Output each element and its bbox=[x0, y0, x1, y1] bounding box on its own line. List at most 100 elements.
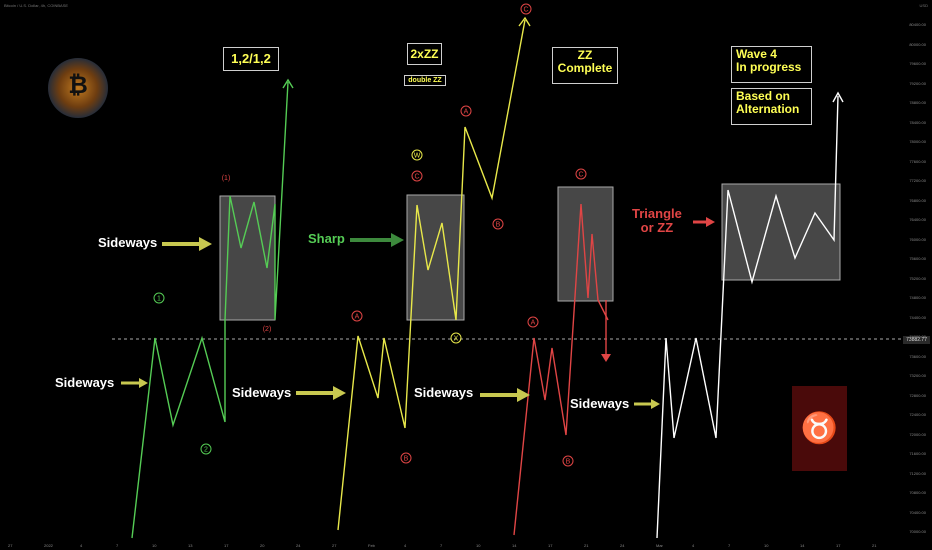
x-tick-label: 4 bbox=[404, 543, 407, 548]
wave-label-gp1: (1) bbox=[222, 175, 231, 182]
x-tick-label: 10 bbox=[764, 543, 769, 548]
range-box-1 bbox=[219, 195, 276, 321]
label-box-2xzz: 2xZZ bbox=[407, 43, 442, 65]
wave-label-yC: C bbox=[414, 174, 419, 181]
y-tick-label: 77600.00 bbox=[909, 158, 926, 164]
x-tick-label: 17 bbox=[224, 543, 229, 548]
x-tick-label: 10 bbox=[152, 543, 157, 548]
x-tick-label: 14 bbox=[800, 543, 805, 548]
x-tick-label: 7 bbox=[116, 543, 119, 548]
label-box-alternation: Based on Alternation bbox=[731, 88, 812, 125]
wave-label-rC: C bbox=[578, 172, 583, 179]
x-tick-label: 27 bbox=[332, 543, 337, 548]
y-tick-label: 78000.00 bbox=[909, 139, 926, 144]
y-tick-label: 74800.00 bbox=[909, 295, 926, 300]
current-price-tag: 73882.77 bbox=[903, 336, 930, 344]
y-tick-label: 73600.00 bbox=[909, 353, 926, 359]
yellow-arrow-head bbox=[518, 16, 531, 27]
text-sideways-1: Sideways bbox=[55, 375, 115, 390]
wave-label-gp2: (2) bbox=[263, 326, 272, 333]
x-tick-label: 7 bbox=[440, 543, 443, 548]
x-tick-label: 17 bbox=[836, 543, 841, 548]
y-tick-label: 72800.00 bbox=[909, 392, 926, 398]
x-tick-label: 14 bbox=[512, 543, 517, 548]
red-down-arrow-head bbox=[601, 354, 611, 362]
text-sideways-3: Sideways bbox=[232, 385, 292, 400]
y-tick-label: 78400.00 bbox=[909, 119, 926, 125]
label-box-12-12: 1,2/1,2 bbox=[223, 47, 279, 71]
arrow-sharp bbox=[350, 233, 404, 247]
y-tick-label: 70800.00 bbox=[909, 490, 926, 495]
arrow-triangle bbox=[693, 217, 715, 227]
yellow-wave-line bbox=[337, 19, 526, 531]
y-tick-label: 76400.00 bbox=[909, 217, 926, 222]
x-tick-label: 10 bbox=[476, 543, 481, 548]
y-tick-label: 79600.00 bbox=[909, 61, 926, 66]
x-tick-label: 27 bbox=[8, 543, 13, 548]
x-tick-label: Feb bbox=[368, 543, 375, 548]
arrow-sideways-4 bbox=[480, 388, 530, 402]
y-tick-label: 71600.00 bbox=[909, 451, 926, 456]
arrow-sideways-2 bbox=[162, 237, 212, 251]
currency-label: USD bbox=[919, 3, 928, 8]
y-tick-label: 71200.00 bbox=[909, 470, 926, 476]
y-tick-label: 77200.00 bbox=[909, 178, 926, 183]
text-sideways-2: Sideways bbox=[98, 235, 158, 250]
green-arrow-head bbox=[282, 78, 294, 89]
x-tick-label: 4 bbox=[692, 543, 695, 548]
text-sideways-5: Sideways bbox=[570, 396, 630, 411]
wave-label-g2: 2 bbox=[204, 447, 208, 454]
y-tick-label: 80000.00 bbox=[909, 41, 926, 47]
x-tick-label: 24 bbox=[296, 543, 301, 548]
text-sideways-4: Sideways bbox=[414, 385, 474, 400]
arrow-sideways-5 bbox=[634, 399, 660, 409]
label-box-zz-complete: ZZ Complete bbox=[552, 47, 618, 84]
y-tick-label: 76000.00 bbox=[909, 236, 926, 242]
y-tick-label: 75200.00 bbox=[909, 275, 926, 281]
red-wave-line bbox=[513, 203, 609, 536]
y-tick-label: 70400.00 bbox=[909, 509, 926, 515]
range-box-4 bbox=[721, 183, 841, 281]
y-tick-label: 74400.00 bbox=[909, 314, 926, 320]
range-box-2 bbox=[406, 194, 465, 321]
wave-label-yW: W bbox=[414, 153, 421, 160]
y-tick-label: 75600.00 bbox=[909, 256, 926, 261]
x-tick-label: 24 bbox=[620, 543, 625, 548]
y-tick-label: 80400.00 bbox=[909, 22, 926, 27]
wave-label-g1: 1 bbox=[157, 296, 161, 303]
label-box-double-zz: double ZZ bbox=[404, 75, 446, 86]
wave-label-yB: B bbox=[404, 456, 409, 463]
x-tick-label: 7 bbox=[728, 543, 731, 548]
x-tick-label: 13 bbox=[188, 543, 193, 548]
x-tick-label: Mar bbox=[656, 543, 663, 548]
y-tick-label: 73200.00 bbox=[909, 373, 926, 378]
y-tick-label: 72400.00 bbox=[909, 412, 926, 417]
bull-avatar-icon: ♉ bbox=[792, 386, 847, 471]
x-tick-label: 17 bbox=[548, 543, 553, 548]
y-tick-label: 74000.00 bbox=[909, 334, 926, 339]
wave-label-yA: A bbox=[355, 314, 360, 321]
green-wave-line bbox=[131, 81, 289, 539]
x-tick-label: 2022 bbox=[44, 543, 53, 548]
wave-label-yB2: B bbox=[496, 222, 501, 229]
label-box-wave4: Wave 4 In progress bbox=[731, 46, 812, 83]
x-tick-label: 21 bbox=[584, 543, 589, 548]
wave-label-yA2: A bbox=[464, 109, 469, 116]
x-tick-label: 21 bbox=[872, 543, 877, 548]
y-tick-label: 76800.00 bbox=[909, 197, 926, 203]
white-arrow-head bbox=[832, 91, 844, 103]
y-tick-label: 78800.00 bbox=[909, 100, 926, 105]
y-tick-label: 72000.00 bbox=[909, 431, 926, 437]
symbol-title: Bitcoin / U.S. Dollar, 4h, COINBASE bbox=[4, 3, 69, 8]
x-tick-label: 20 bbox=[260, 543, 265, 548]
text-triangle-or-zz: Triangle or ZZ bbox=[632, 206, 682, 236]
y-tick-label: 70000.00 bbox=[909, 529, 926, 534]
arrow-sideways-3 bbox=[296, 386, 346, 400]
y-tick-label: 79200.00 bbox=[909, 80, 926, 86]
wave-label-yX: X bbox=[454, 336, 459, 343]
wave-label-rA: A bbox=[531, 320, 536, 327]
x-tick-label: 4 bbox=[80, 543, 83, 548]
wave-label-yC2: C bbox=[523, 7, 528, 14]
wave-label-rB: B bbox=[566, 459, 571, 466]
